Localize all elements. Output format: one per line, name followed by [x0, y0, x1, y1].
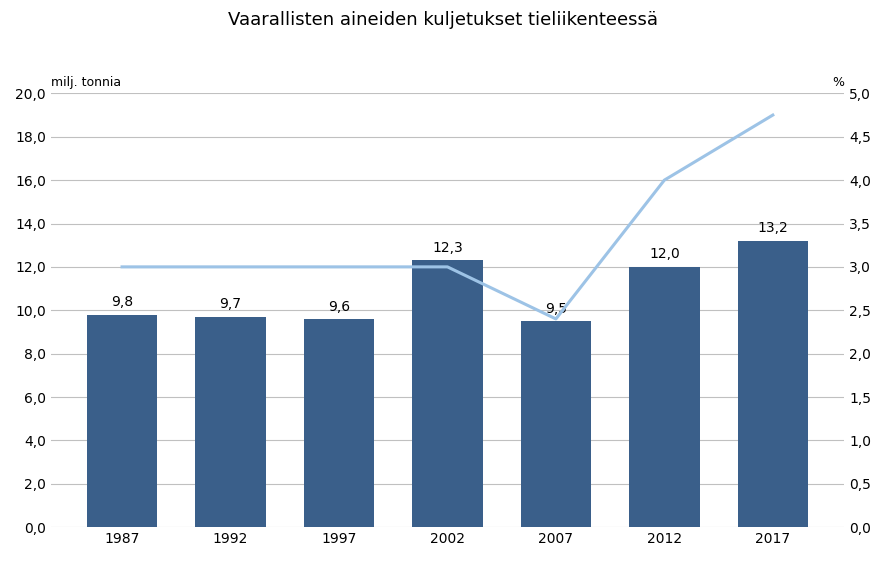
- Text: 9,7: 9,7: [220, 297, 242, 311]
- Text: 9,6: 9,6: [328, 300, 350, 314]
- Bar: [195, 317, 266, 527]
- Text: 12,3: 12,3: [432, 241, 462, 255]
- Bar: [87, 315, 158, 527]
- Text: 12,0: 12,0: [649, 247, 680, 261]
- Text: 9,5: 9,5: [545, 302, 567, 316]
- Bar: [304, 319, 374, 527]
- Text: Vaarallisten aineiden kuljetukset tieliikenteessä: Vaarallisten aineiden kuljetukset tielii…: [228, 11, 658, 29]
- Text: %: %: [832, 76, 844, 89]
- Text: 13,2: 13,2: [758, 222, 789, 236]
- Bar: [629, 267, 700, 527]
- Bar: [737, 241, 808, 527]
- Bar: [412, 260, 483, 527]
- Text: 9,8: 9,8: [111, 295, 133, 309]
- Text: milj. tonnia: milj. tonnia: [51, 76, 120, 89]
- Bar: [521, 321, 591, 527]
